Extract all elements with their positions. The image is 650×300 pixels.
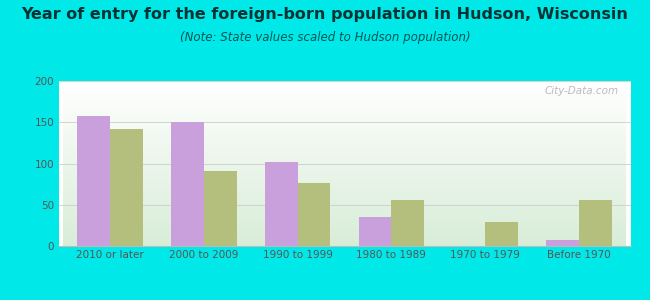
Bar bbox=[204, 171, 237, 246]
Bar bbox=[77, 116, 110, 246]
Bar bbox=[171, 122, 204, 246]
Bar bbox=[265, 162, 298, 246]
Bar bbox=[391, 200, 424, 246]
Text: (Note: State values scaled to Hudson population): (Note: State values scaled to Hudson pop… bbox=[179, 32, 471, 44]
Bar bbox=[298, 183, 330, 246]
Bar bbox=[485, 222, 518, 246]
Legend: Hudson, Wisconsin: Hudson, Wisconsin bbox=[257, 298, 432, 300]
Text: City-Data.com: City-Data.com bbox=[545, 86, 619, 96]
Bar bbox=[110, 129, 143, 246]
Text: Year of entry for the foreign-born population in Hudson, Wisconsin: Year of entry for the foreign-born popul… bbox=[21, 8, 629, 22]
Bar bbox=[359, 217, 391, 246]
Bar bbox=[579, 200, 612, 246]
Bar bbox=[546, 240, 579, 246]
